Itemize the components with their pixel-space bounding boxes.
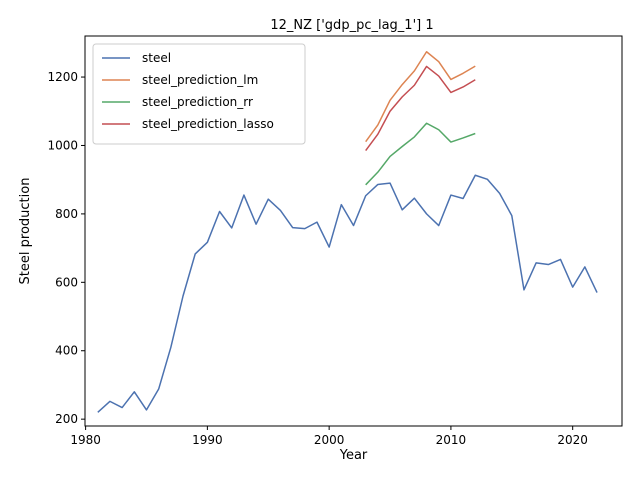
x-tick-label: 2010	[436, 433, 467, 447]
chart-title: 12_NZ ['gdp_pc_lag_1'] 1	[270, 18, 433, 33]
legend-entry: steel_prediction_lasso	[142, 117, 274, 131]
series-line-steel_prediction_rr	[365, 122, 476, 186]
y-tick-label: 400	[55, 344, 78, 358]
legend-entry: steel_prediction_rr	[142, 95, 253, 109]
x-tick-label: 1980	[70, 433, 101, 447]
series-line-steel_prediction_lm	[365, 50, 476, 143]
y-tick-label: 1000	[47, 138, 78, 152]
y-tick-label: 200	[55, 412, 78, 426]
x-axis-label: Year	[339, 448, 368, 463]
series-line-steel_prediction_lasso	[365, 65, 476, 152]
x-tick-label: 1990	[192, 433, 223, 447]
legend-entry: steel_prediction_lm	[142, 73, 258, 87]
y-axis-label: Steel production	[18, 178, 33, 285]
y-tick-label: 600	[55, 275, 78, 289]
legend-box	[92, 43, 306, 145]
x-tick-label: 2020	[557, 433, 588, 447]
series-line-steel	[97, 174, 598, 413]
legend: steel steel_prediction_lm steel_prediction…	[92, 43, 306, 145]
y-tick-label: 800	[55, 207, 78, 221]
plot-frame	[84, 35, 623, 427]
x-tick-label: 2000	[314, 433, 345, 447]
legend-entry: steel	[142, 51, 171, 65]
y-tick-label: 1200	[47, 70, 78, 84]
axis-ticks: 1980 1990 2000 2010 2020 200 400 600 800 1000 1200	[47, 70, 588, 447]
plot-area	[97, 50, 598, 413]
